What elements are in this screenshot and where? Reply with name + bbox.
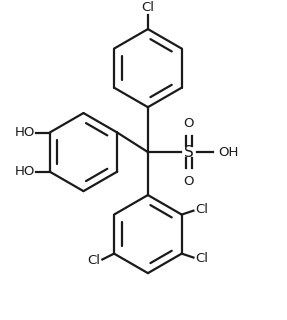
Text: Cl: Cl [88, 254, 100, 267]
Text: Cl: Cl [195, 252, 208, 265]
Text: HO: HO [15, 126, 35, 139]
Text: O: O [184, 116, 194, 130]
Text: Cl: Cl [141, 2, 154, 14]
Text: HO: HO [15, 165, 35, 178]
Text: O: O [184, 174, 194, 188]
Text: Cl: Cl [195, 203, 208, 216]
Text: OH: OH [218, 146, 238, 159]
Text: S: S [184, 145, 194, 160]
